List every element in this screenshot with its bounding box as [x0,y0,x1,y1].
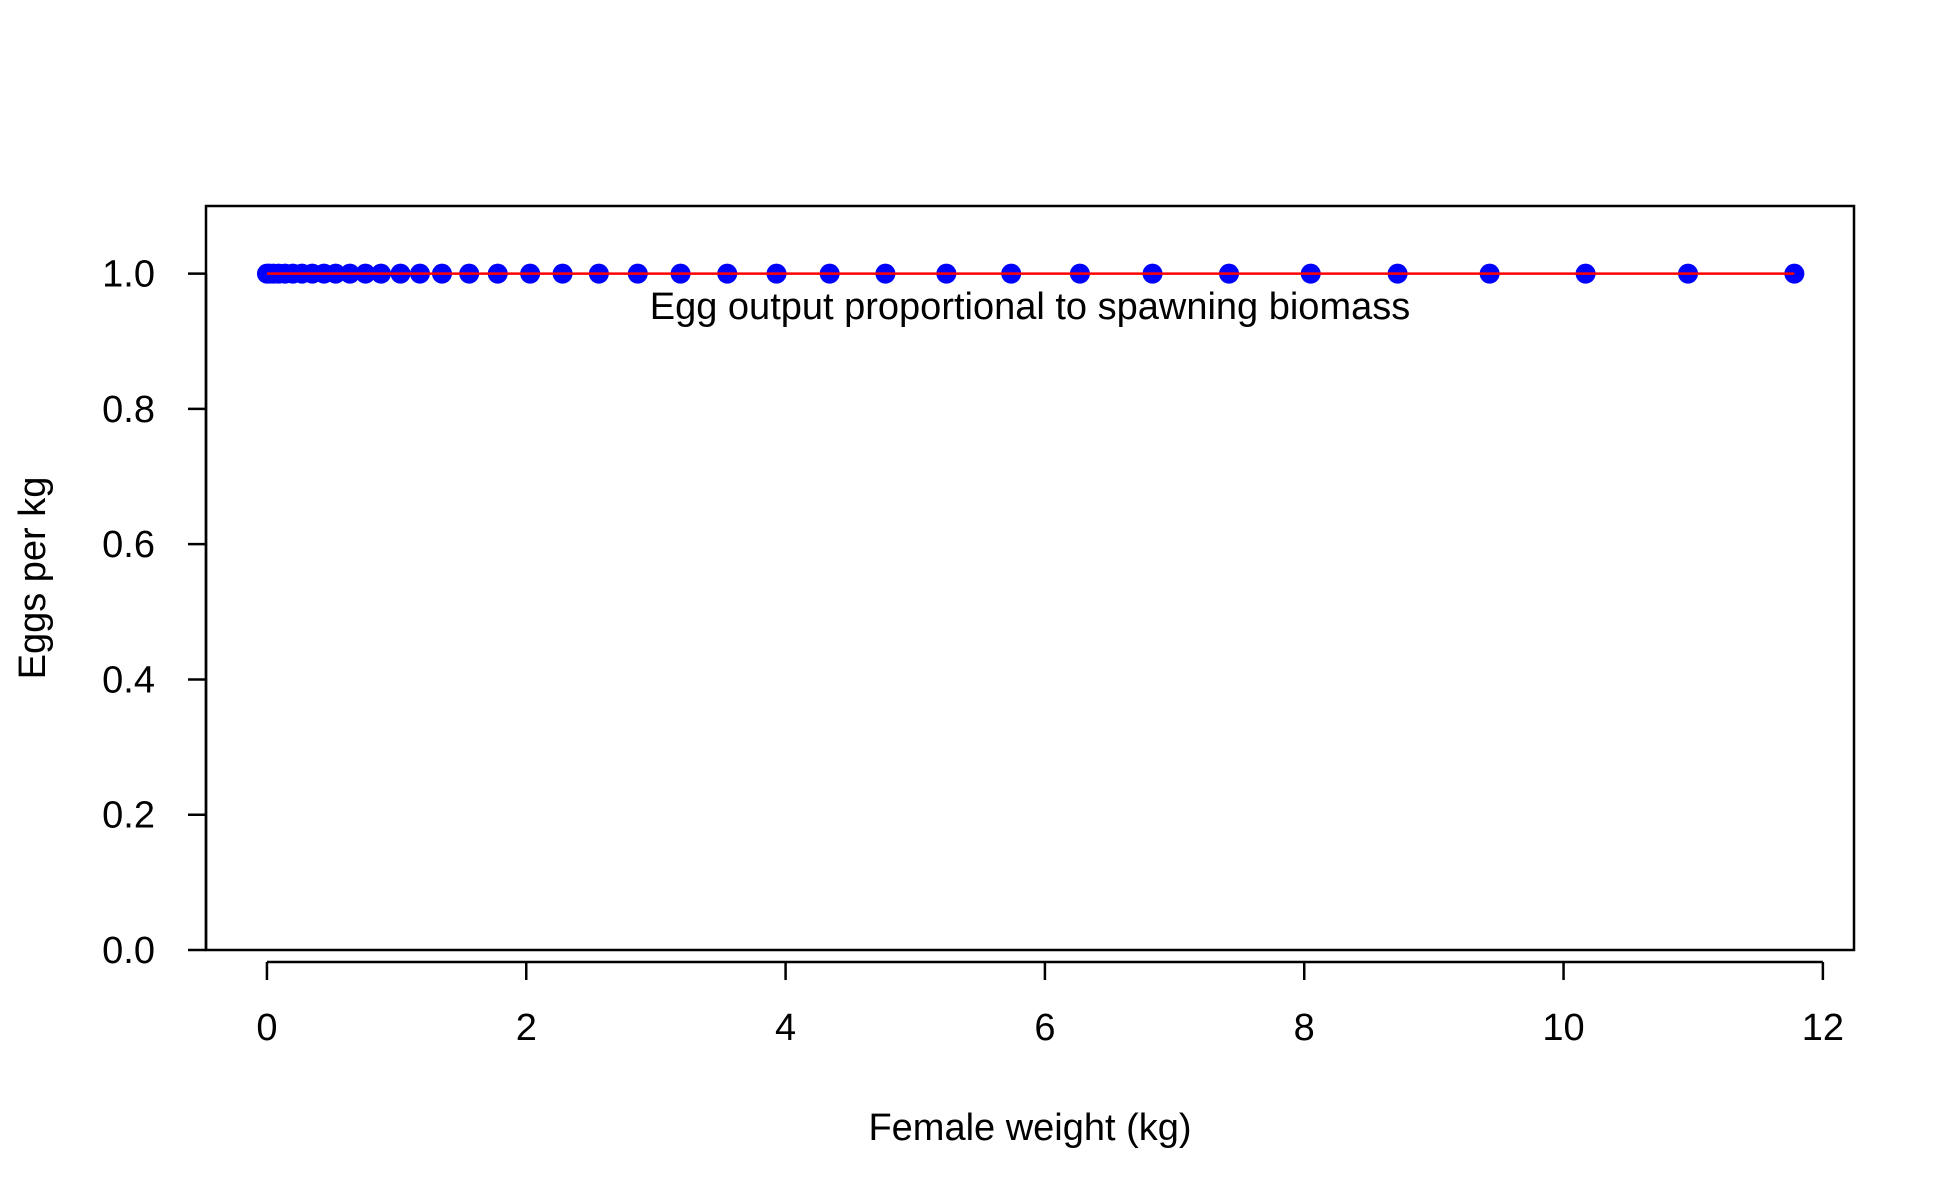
y-tick-label: 0.8 [102,389,155,431]
x-tick-label: 2 [516,1007,537,1049]
annotation-text: Egg output proportional to spawning biom… [650,286,1410,328]
x-tick-label: 10 [1542,1007,1584,1049]
x-tick-label: 8 [1294,1007,1315,1049]
y-tick-label: 1.0 [102,254,155,296]
y-tick-label: 0.0 [102,930,155,972]
x-axis-title: Female weight (kg) [868,1107,1191,1149]
x-tick-label: 0 [256,1007,277,1049]
y-tick-label: 0.4 [102,659,155,701]
x-tick-label: 4 [775,1007,796,1049]
y-tick-label: 0.2 [102,795,155,837]
plot-area [256,263,1805,284]
x-tick-label: 12 [1802,1007,1844,1049]
y-axis-title: Eggs per kg [12,477,54,680]
x-axis: 0 2 4 6 8 10 12 [256,960,1844,1049]
x-tick-label: 6 [1034,1007,1055,1049]
y-tick-label: 0.6 [102,524,155,566]
y-axis: 0.0 0.2 0.4 0.6 0.8 1.0 [102,254,208,972]
